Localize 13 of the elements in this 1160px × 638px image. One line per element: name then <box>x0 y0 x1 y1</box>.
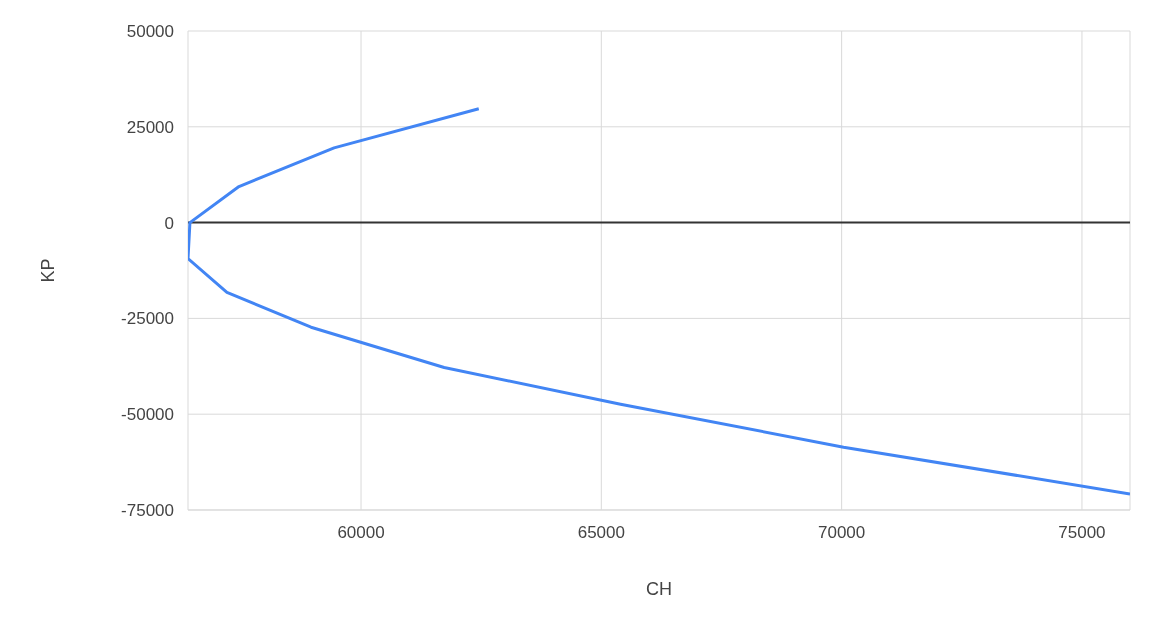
y-tick-label: 25000 <box>126 117 174 137</box>
y-tick-label: -50000 <box>121 405 174 425</box>
x-axis-title: CH <box>646 579 672 599</box>
x-tick-label: 60000 <box>337 523 385 543</box>
x-tick-label: 65000 <box>577 523 625 543</box>
y-tick-label: 0 <box>164 213 174 233</box>
y-axis-title: KP <box>38 258 59 283</box>
y-tick-label: 50000 <box>126 22 174 42</box>
y-tick-label: -75000 <box>121 501 174 521</box>
x-tick-label: 70000 <box>817 523 866 543</box>
line-series <box>188 107 1130 496</box>
y-tick-label: -25000 <box>121 309 174 329</box>
x-tick-label: 75000 <box>1058 523 1106 543</box>
